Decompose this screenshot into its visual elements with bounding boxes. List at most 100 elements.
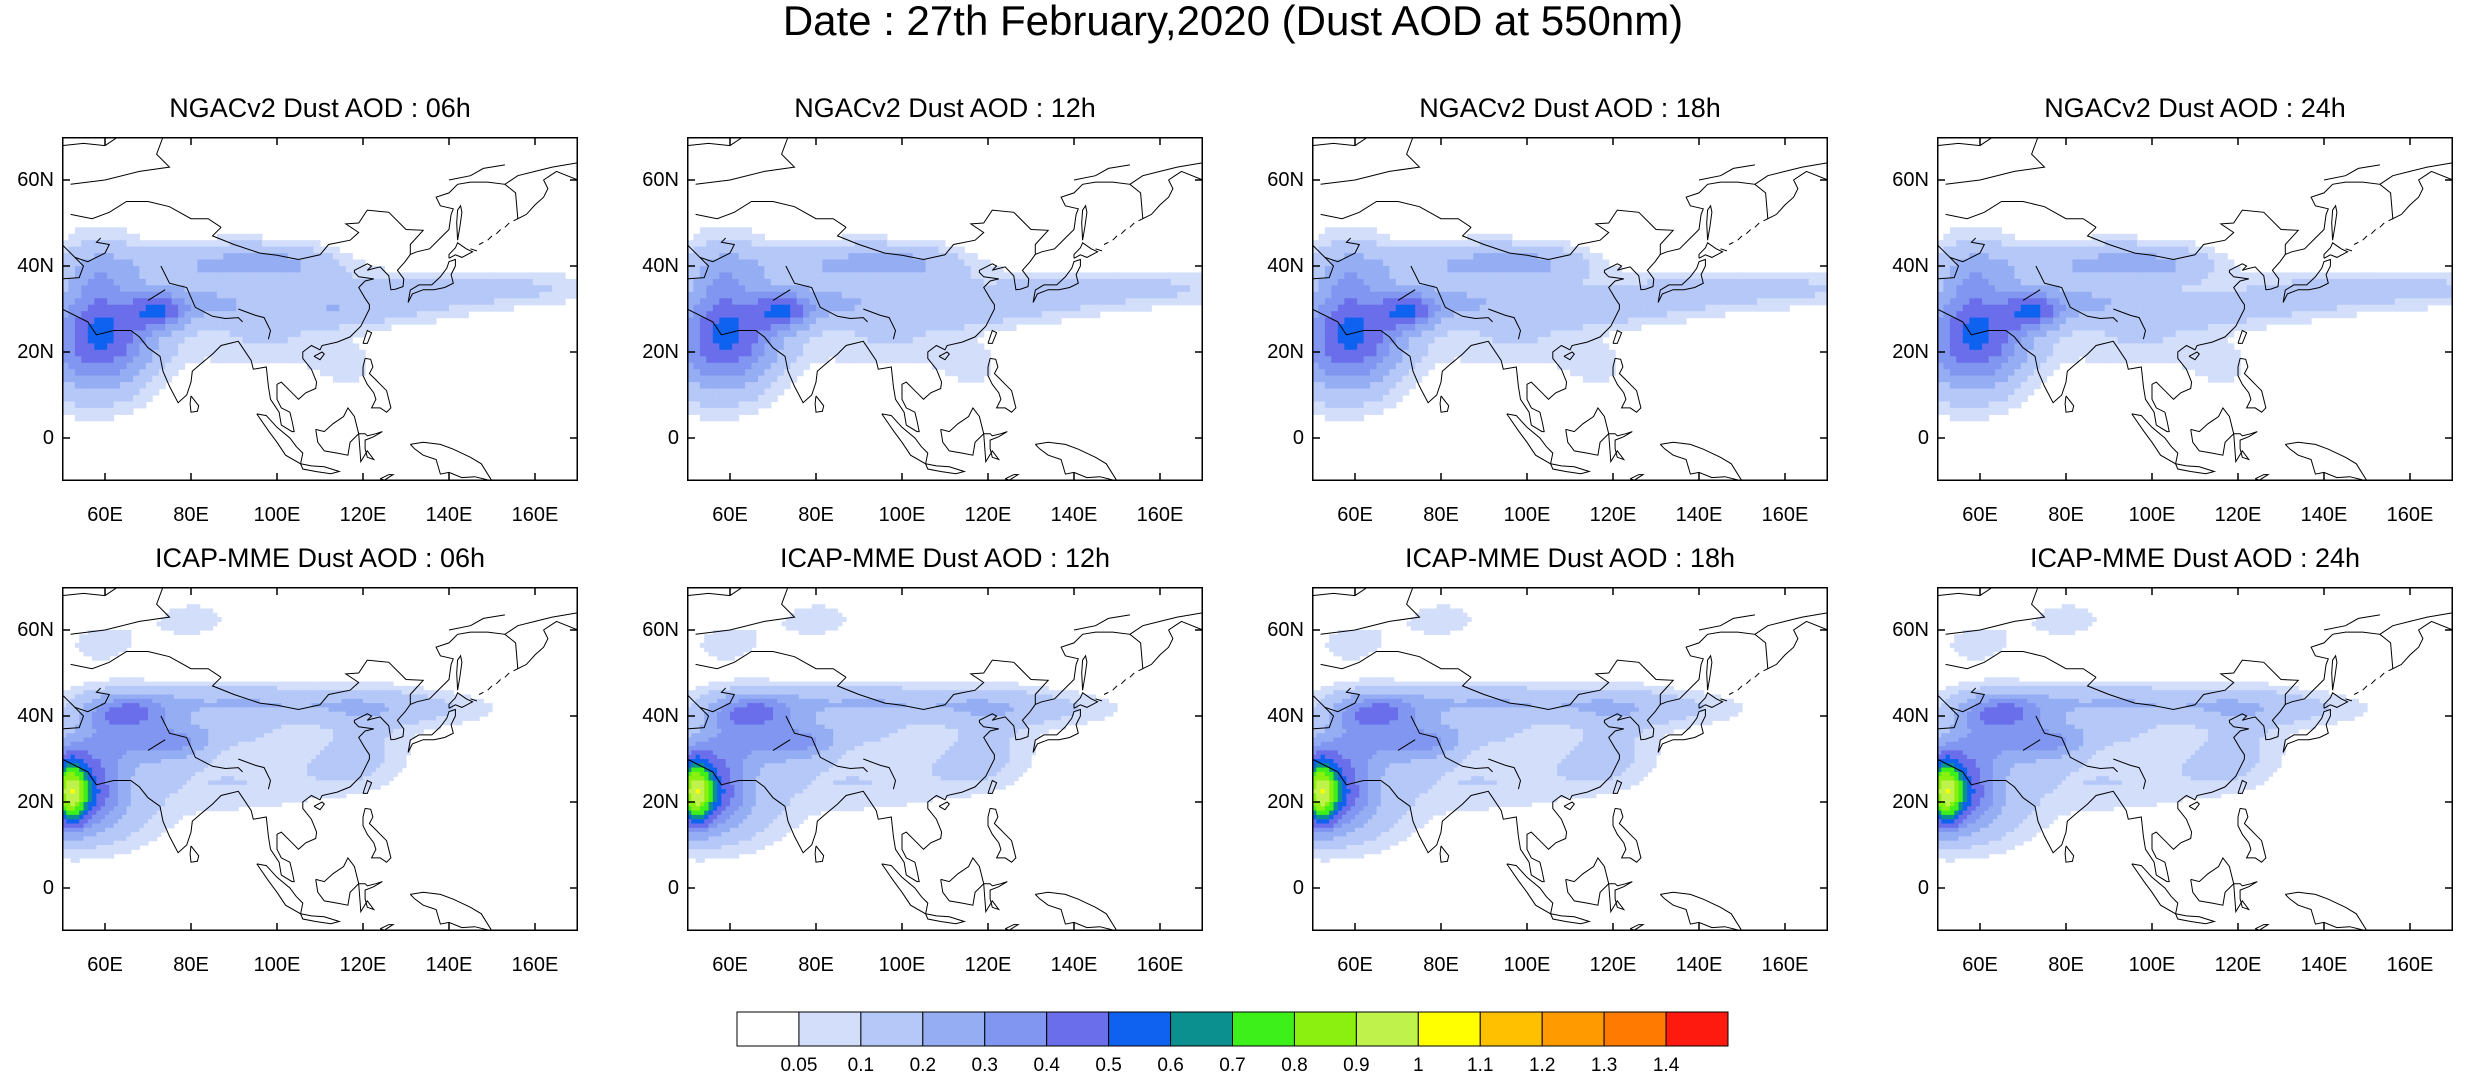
lon-tick-label: 100E bbox=[867, 955, 937, 975]
panel-title: NGACv2 Dust AOD : 18h bbox=[1272, 93, 1868, 123]
colorbar-swatch bbox=[985, 1012, 1047, 1046]
lon-tick-label: 80E bbox=[781, 955, 851, 975]
lat-tick-label: 60N bbox=[1264, 170, 1304, 190]
lat-tick-label: 20N bbox=[1889, 342, 1929, 362]
lat-tick-label: 0 bbox=[1264, 878, 1304, 898]
lat-tick-label: 20N bbox=[639, 792, 679, 812]
lon-tick-label: 140E bbox=[414, 955, 484, 975]
lon-tick-label: 60E bbox=[70, 505, 140, 525]
figure-title: Date : 27th February,2020 (Dust AOD at 5… bbox=[0, 0, 2466, 46]
colorbar-label: 0.1 bbox=[831, 1056, 891, 1076]
lon-tick-label: 80E bbox=[156, 505, 226, 525]
colorbar-label: 1.1 bbox=[1450, 1056, 1510, 1076]
lon-tick-label: 160E bbox=[1750, 955, 1820, 975]
lon-tick-label: 120E bbox=[1578, 955, 1648, 975]
lat-tick-label: 60N bbox=[1889, 620, 1929, 640]
panel-title: ICAP-MME Dust AOD : 18h bbox=[1272, 543, 1868, 573]
lat-tick-label: 60N bbox=[14, 170, 54, 190]
lat-tick-label: 0 bbox=[639, 428, 679, 448]
colorbar-swatch bbox=[1109, 1012, 1171, 1046]
lon-tick-label: 60E bbox=[1945, 505, 2015, 525]
lat-tick-label: 20N bbox=[1264, 792, 1304, 812]
panel-title: ICAP-MME Dust AOD : 24h bbox=[1897, 543, 2466, 573]
colorbar-swatch bbox=[1294, 1012, 1356, 1046]
lon-tick-label: 60E bbox=[695, 955, 765, 975]
lat-tick-label: 0 bbox=[1889, 878, 1929, 898]
lon-tick-label: 80E bbox=[2031, 955, 2101, 975]
map-panel bbox=[1312, 587, 1828, 931]
lon-tick-label: 140E bbox=[1664, 955, 1734, 975]
lon-tick-label: 120E bbox=[1578, 505, 1648, 525]
colorbar bbox=[736, 1011, 1729, 1047]
panel-title: NGACv2 Dust AOD : 24h bbox=[1897, 93, 2466, 123]
panel-title: ICAP-MME Dust AOD : 06h bbox=[22, 543, 618, 573]
colorbar-swatch bbox=[799, 1012, 861, 1046]
lon-tick-label: 80E bbox=[2031, 505, 2101, 525]
lat-tick-label: 40N bbox=[14, 256, 54, 276]
map-panel bbox=[62, 587, 578, 931]
colorbar-label: 0.5 bbox=[1079, 1056, 1139, 1076]
lat-tick-label: 40N bbox=[1889, 706, 1929, 726]
colorbar-label: 0.05 bbox=[769, 1056, 829, 1076]
colorbar-swatch bbox=[923, 1012, 985, 1046]
lat-tick-label: 20N bbox=[1264, 342, 1304, 362]
colorbar-label: 0.9 bbox=[1326, 1056, 1386, 1076]
lon-tick-label: 120E bbox=[953, 505, 1023, 525]
lon-tick-label: 60E bbox=[1945, 955, 2015, 975]
lon-tick-label: 60E bbox=[70, 955, 140, 975]
lon-tick-label: 160E bbox=[2375, 955, 2445, 975]
colorbar-label: 0.2 bbox=[893, 1056, 953, 1076]
lat-tick-label: 60N bbox=[639, 170, 679, 190]
lon-tick-label: 160E bbox=[1125, 955, 1195, 975]
map-panel bbox=[1937, 587, 2453, 931]
map-panel bbox=[1937, 137, 2453, 481]
lon-tick-label: 120E bbox=[953, 955, 1023, 975]
colorbar-swatch bbox=[1233, 1012, 1295, 1046]
lon-tick-label: 60E bbox=[695, 505, 765, 525]
lon-tick-label: 120E bbox=[328, 505, 398, 525]
colorbar-label: 0.4 bbox=[1017, 1056, 1077, 1076]
lat-tick-label: 40N bbox=[639, 706, 679, 726]
lat-tick-label: 60N bbox=[1889, 170, 1929, 190]
map-panel bbox=[1312, 137, 1828, 481]
lon-tick-label: 100E bbox=[867, 505, 937, 525]
lon-tick-label: 120E bbox=[2203, 505, 2273, 525]
panel-title: NGACv2 Dust AOD : 06h bbox=[22, 93, 618, 123]
lat-tick-label: 20N bbox=[14, 792, 54, 812]
panel-title: ICAP-MME Dust AOD : 12h bbox=[647, 543, 1243, 573]
lat-tick-label: 40N bbox=[1264, 256, 1304, 276]
lat-tick-label: 40N bbox=[639, 256, 679, 276]
map-panel bbox=[687, 137, 1203, 481]
lon-tick-label: 60E bbox=[1320, 505, 1390, 525]
lat-tick-label: 60N bbox=[14, 620, 54, 640]
colorbar-swatch bbox=[1171, 1012, 1233, 1046]
lon-tick-label: 140E bbox=[1039, 505, 1109, 525]
lon-tick-label: 100E bbox=[2117, 955, 2187, 975]
colorbar-label: 0.7 bbox=[1203, 1056, 1263, 1076]
colorbar-swatch bbox=[1666, 1012, 1728, 1046]
lon-tick-label: 160E bbox=[1125, 505, 1195, 525]
lon-tick-label: 140E bbox=[2289, 955, 2359, 975]
colorbar-swatch bbox=[1480, 1012, 1542, 1046]
colorbar-swatch bbox=[1604, 1012, 1666, 1046]
lat-tick-label: 0 bbox=[1889, 428, 1929, 448]
lon-tick-label: 80E bbox=[781, 505, 851, 525]
colorbar-swatch bbox=[1418, 1012, 1480, 1046]
colorbar-label: 0.8 bbox=[1264, 1056, 1324, 1076]
lon-tick-label: 140E bbox=[1664, 505, 1734, 525]
colorbar-label: 1 bbox=[1388, 1056, 1448, 1076]
colorbar-label: 1.4 bbox=[1636, 1056, 1696, 1076]
lat-tick-label: 20N bbox=[1889, 792, 1929, 812]
lon-tick-label: 140E bbox=[1039, 955, 1109, 975]
map-panel bbox=[62, 137, 578, 481]
lat-tick-label: 60N bbox=[1264, 620, 1304, 640]
colorbar-swatch bbox=[1047, 1012, 1109, 1046]
colorbar-label: 0.3 bbox=[955, 1056, 1015, 1076]
lat-tick-label: 20N bbox=[639, 342, 679, 362]
lon-tick-label: 120E bbox=[2203, 955, 2273, 975]
lat-tick-label: 0 bbox=[1264, 428, 1304, 448]
lat-tick-label: 40N bbox=[14, 706, 54, 726]
lon-tick-label: 80E bbox=[1406, 505, 1476, 525]
lon-tick-label: 140E bbox=[2289, 505, 2359, 525]
lon-tick-label: 60E bbox=[1320, 955, 1390, 975]
